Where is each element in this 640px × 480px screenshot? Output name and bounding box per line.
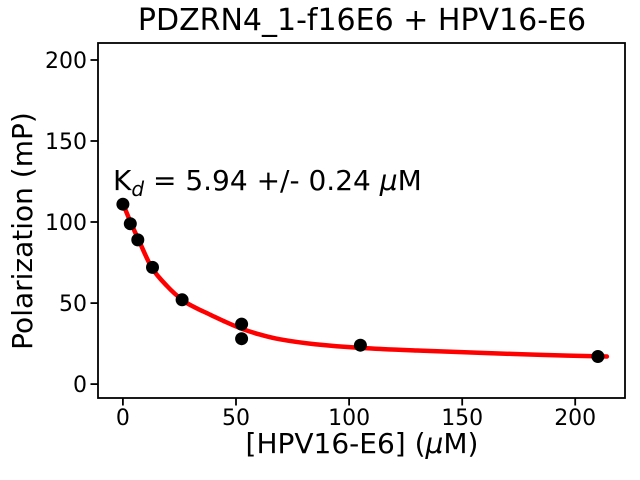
chart-title: PDZRN4_1-f16E6 + HPV16-E6 [138, 3, 586, 38]
x-axis-label: [HPV16-E6] (μM) [246, 427, 479, 460]
y-tick-label: 200 [45, 49, 87, 74]
y-axis-label: Polarization (mP) [6, 112, 39, 350]
y-tick-label: 150 [45, 130, 87, 155]
x-tick-label: 200 [554, 406, 596, 431]
y-tick-label: 0 [73, 373, 87, 398]
data-point [131, 233, 145, 247]
x-tick-label: 0 [116, 406, 130, 431]
x-tick-label: 50 [222, 406, 250, 431]
data-point [235, 317, 249, 331]
x-tick-label: 100 [328, 406, 370, 431]
y-tick-label: 50 [59, 292, 87, 317]
data-point [146, 260, 159, 274]
data-point [591, 350, 605, 363]
fit-curve [120, 201, 610, 359]
data-point [353, 338, 367, 352]
data-point [175, 293, 189, 307]
data-point [235, 332, 249, 346]
chart-layers: 0 50 100 150 200 0 50 100 150 200 [45, 42, 626, 431]
y-tick-label: 100 [45, 211, 87, 236]
x-tick-label: 150 [441, 406, 483, 431]
plot-border [97, 42, 626, 399]
kd-annotation: Kd = 5.94 +/- 0.24 μM [113, 164, 422, 201]
data-point [116, 197, 130, 211]
data-point [123, 217, 137, 231]
